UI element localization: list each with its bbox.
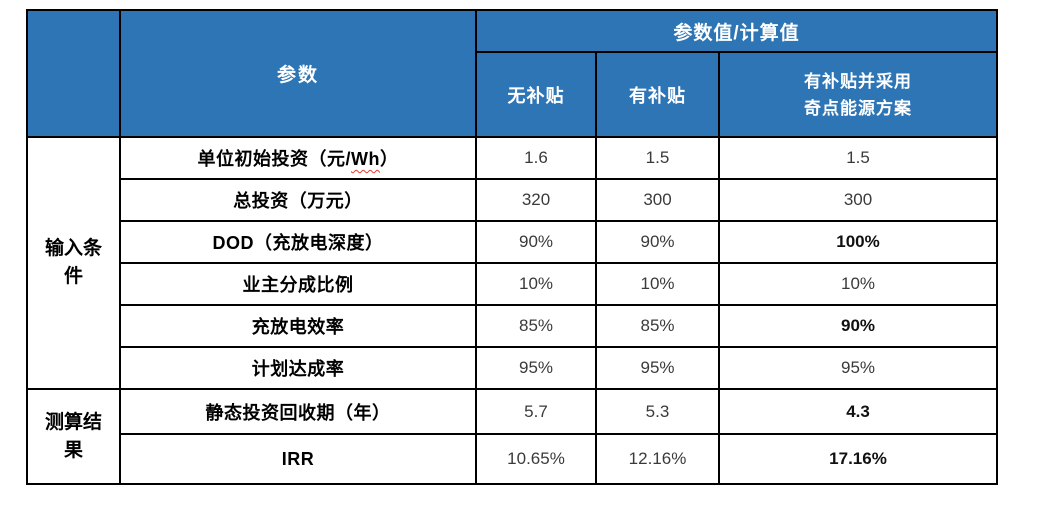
table-row-owner-share: 业主分成比例 10% 10% 10% — [27, 262, 999, 306]
row-group-results: 测算结果 — [26, 388, 121, 485]
parameters-table-container: 参数 参数值/计算值 无补贴 有补贴 有补贴并采用 奇点能源方案 输入条件 单位… — [26, 9, 999, 485]
parameters-table: 参数 参数值/计算值 无补贴 有补贴 有补贴并采用 奇点能源方案 输入条件 单位… — [26, 9, 999, 485]
value-cell-highlighted: 17.16% — [717, 433, 999, 485]
header-row-top: 参数 参数值/计算值 — [26, 9, 999, 138]
corner-blank-cell — [26, 9, 121, 138]
value-cell: 5.7 — [475, 388, 597, 435]
table-row-total-investment: 总投资（万元） 320 300 300 — [27, 178, 999, 222]
value-cell: 10% — [475, 262, 597, 306]
row-group-label: 测算结果 — [44, 411, 102, 461]
value-cell-highlighted: 100% — [717, 220, 999, 264]
table-row-payback-period: 测算结果 静态投资回收期（年） 5.7 5.3 4.3 — [26, 388, 999, 485]
table-row-dod: DOD（充放电深度） 90% 90% 100% — [27, 220, 999, 264]
value-cell: 10% — [595, 262, 720, 306]
table-row-efficiency: 充放电效率 85% 85% 90% — [27, 304, 999, 348]
scenario-header-with-subsidy: 有补贴 — [595, 51, 720, 138]
row-label-total-investment: 总投资（万元） — [119, 178, 477, 222]
row-label-plan-achievement: 计划达成率 — [119, 346, 477, 390]
row-label-payback-period: 静态投资回收期（年） — [119, 388, 477, 435]
param-column-header: 参数 — [119, 9, 477, 138]
value-cell: 90% — [595, 220, 720, 264]
table-row-unit-investment: 输入条件 单位初始投资（元/Wh） 1.6 1.5 1.5 — [26, 136, 999, 390]
row-group-label: 输入条件 — [44, 238, 102, 287]
value-cell: 12.16% — [595, 433, 720, 485]
value-cell: 85% — [595, 304, 720, 348]
value-cell: 1.5 — [595, 136, 720, 180]
value-cell: 5.3 — [595, 388, 720, 435]
row-label-efficiency: 充放电效率 — [119, 304, 477, 348]
scenario-header-no-subsidy: 无补贴 — [475, 51, 597, 138]
value-cell: 10% — [717, 262, 999, 306]
table-row-irr: IRR 10.65% 12.16% 17.16% — [27, 433, 999, 485]
header-row-scenarios: 无补贴 有补贴 有补贴并采用 奇点能源方案 — [27, 51, 999, 138]
value-cell: 1.5 — [717, 136, 999, 180]
value-cell: 85% — [475, 304, 597, 348]
value-cell: 90% — [475, 220, 597, 264]
scenario-header-singularity-solution: 有补贴并采用 奇点能源方案 — [717, 51, 999, 138]
value-cell-highlighted: 4.3 — [717, 388, 999, 435]
row-label-dod: DOD（充放电深度） — [119, 220, 477, 264]
row-label-unit-investment: 单位初始投资（元/Wh） — [119, 136, 477, 180]
value-cell: 10.65% — [475, 433, 597, 485]
spellcheck-underline: Wh — [351, 149, 380, 169]
row-label-owner-share: 业主分成比例 — [119, 262, 477, 306]
value-cell: 300 — [717, 178, 999, 222]
value-cell-highlighted: 90% — [717, 304, 999, 348]
row-label-irr: IRR — [119, 433, 477, 485]
value-cell: 300 — [595, 178, 720, 222]
value-cell: 95% — [595, 346, 720, 390]
value-cell: 95% — [475, 346, 597, 390]
table-row-plan-achievement: 计划达成率 95% 95% 95% — [27, 346, 999, 390]
value-cell: 320 — [475, 178, 597, 222]
value-group-header: 参数值/计算值 — [474, 9, 999, 53]
value-cell: 1.6 — [475, 136, 597, 180]
value-cell: 95% — [717, 346, 999, 390]
row-group-input-conditions: 输入条件 — [26, 136, 121, 390]
